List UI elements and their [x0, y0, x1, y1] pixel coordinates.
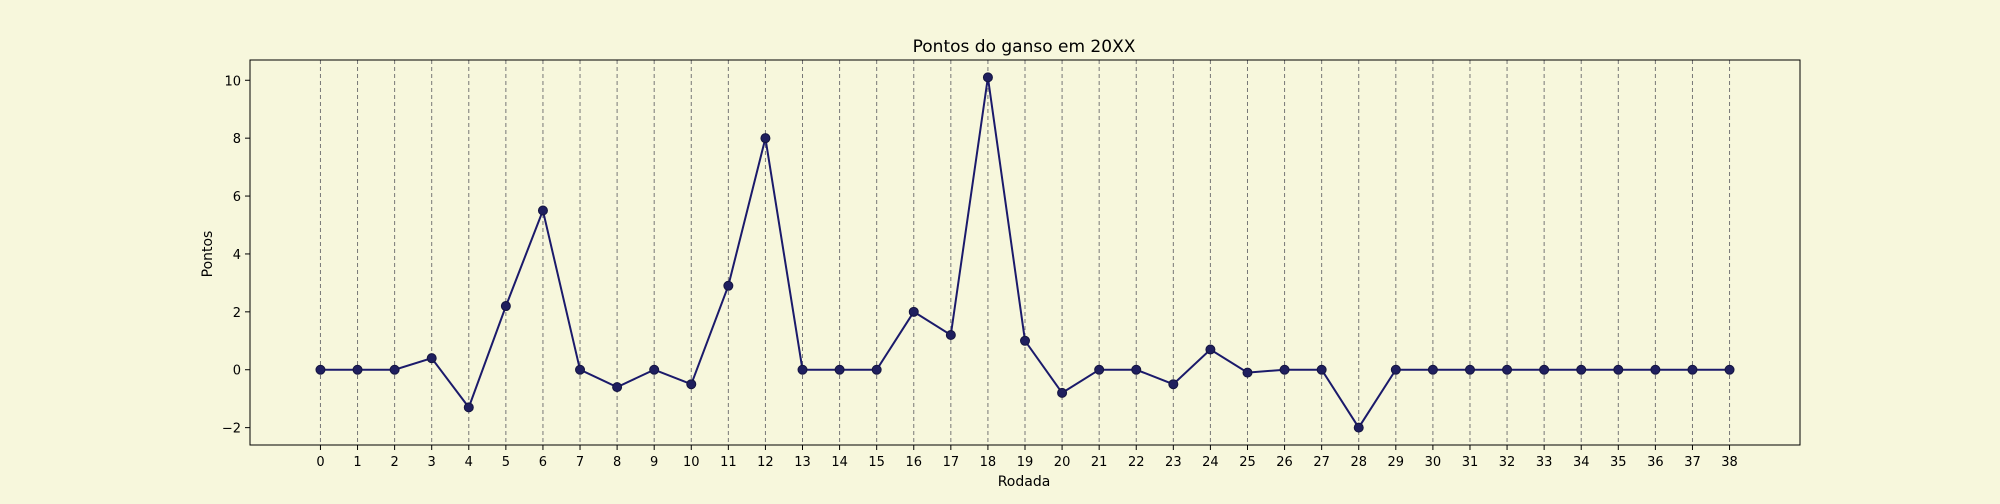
x-tick-label: 17 — [943, 455, 960, 470]
x-tick-label: 26 — [1276, 455, 1293, 470]
data-point — [1539, 364, 1550, 375]
data-point — [1094, 364, 1105, 375]
x-tick-label: 32 — [1499, 455, 1516, 470]
x-tick-label: 1 — [353, 455, 361, 470]
data-point — [760, 133, 771, 144]
data-point — [1724, 364, 1735, 375]
x-tick-label: 15 — [868, 455, 885, 470]
data-point — [1168, 379, 1179, 390]
data-point — [1502, 364, 1513, 375]
data-point — [1687, 364, 1698, 375]
x-tick-label: 35 — [1610, 455, 1627, 470]
x-tick-label: 11 — [720, 455, 737, 470]
data-points — [315, 72, 1735, 433]
x-tick-label: 38 — [1721, 455, 1738, 470]
grid-layer — [319, 60, 1731, 445]
data-point — [1131, 364, 1142, 375]
x-tick-label: 30 — [1425, 455, 1442, 470]
x-tick-label: 24 — [1202, 455, 1219, 470]
x-tick-label: 20 — [1054, 455, 1071, 470]
data-point — [982, 72, 993, 83]
y-tick-label: 8 — [233, 132, 241, 147]
x-tick-label: 25 — [1239, 455, 1256, 470]
data-point — [1057, 387, 1068, 398]
x-tick-label: 34 — [1573, 455, 1590, 470]
data-point — [575, 364, 586, 375]
y-tick-label: 6 — [233, 190, 241, 205]
x-tick-label: 37 — [1684, 455, 1701, 470]
data-point — [908, 306, 919, 317]
data-point — [1390, 364, 1401, 375]
data-point — [1020, 335, 1030, 346]
data-point — [1316, 364, 1327, 375]
x-tick-label: 6 — [539, 455, 547, 470]
x-tick-label: 14 — [831, 455, 848, 470]
y-tick-label: 2 — [233, 306, 241, 321]
x-tick-label: 28 — [1350, 455, 1367, 470]
x-tick-label: 16 — [905, 455, 922, 470]
data-point — [612, 382, 623, 393]
data-point — [686, 379, 697, 390]
data-point — [1279, 364, 1290, 375]
x-tick-label: 12 — [757, 455, 774, 470]
data-point — [1613, 364, 1624, 375]
x-tick-label: 5 — [502, 455, 510, 470]
x-axis-ticks: 0 1 2 3 4 5 6 7 8 9 10 11 12 13 14 15 16 17 18 19 20 21 22 23 24… — [316, 445, 1738, 470]
x-tick-label: 4 — [465, 455, 473, 470]
data-point — [463, 402, 474, 413]
y-axis-ticks: −2 0 2 4 6 8 10 — [222, 74, 250, 437]
data-point — [1242, 367, 1253, 378]
x-tick-label: 18 — [980, 455, 997, 470]
data-point — [1464, 364, 1475, 375]
data-point — [315, 364, 326, 375]
data-point — [426, 353, 437, 364]
x-tick-label: 22 — [1128, 455, 1145, 470]
y-tick-label: −2 — [222, 422, 241, 437]
data-point — [500, 301, 511, 312]
y-tick-label: 4 — [233, 248, 241, 263]
data-point — [1650, 364, 1661, 375]
chart-title: Pontos do ganso em 20XX — [913, 37, 1136, 57]
x-tick-label: 10 — [683, 455, 700, 470]
x-tick-label: 9 — [650, 455, 658, 470]
x-tick-label: 0 — [316, 455, 324, 470]
data-point — [389, 364, 400, 375]
data-point — [834, 364, 845, 375]
x-axis-label: Rodada — [998, 474, 1051, 490]
data-point — [537, 205, 548, 216]
data-point — [649, 364, 660, 375]
y-tick-label: 10 — [224, 74, 241, 89]
x-tick-label: 21 — [1091, 455, 1108, 470]
data-point — [797, 364, 808, 375]
x-tick-label: 29 — [1388, 455, 1405, 470]
data-point — [945, 330, 956, 340]
x-tick-label: 19 — [1017, 455, 1034, 470]
data-point — [1576, 364, 1587, 375]
x-tick-label: 7 — [576, 455, 584, 470]
x-tick-label: 13 — [794, 455, 811, 470]
x-tick-label: 23 — [1165, 455, 1182, 470]
data-point — [1205, 344, 1216, 355]
y-tick-label: 0 — [233, 364, 241, 379]
y-axis-label: Pontos — [200, 231, 216, 278]
data-point — [723, 280, 734, 291]
x-tick-label: 2 — [390, 455, 398, 470]
data-point — [1427, 364, 1438, 375]
x-tick-label: 36 — [1647, 455, 1664, 470]
x-tick-label: 3 — [428, 455, 436, 470]
x-tick-label: 8 — [613, 455, 621, 470]
data-point — [352, 364, 363, 375]
data-point — [871, 364, 882, 375]
x-tick-label: 27 — [1313, 455, 1330, 470]
x-tick-label: 33 — [1536, 455, 1553, 470]
x-tick-label: 31 — [1462, 455, 1479, 470]
data-point — [1353, 422, 1364, 433]
